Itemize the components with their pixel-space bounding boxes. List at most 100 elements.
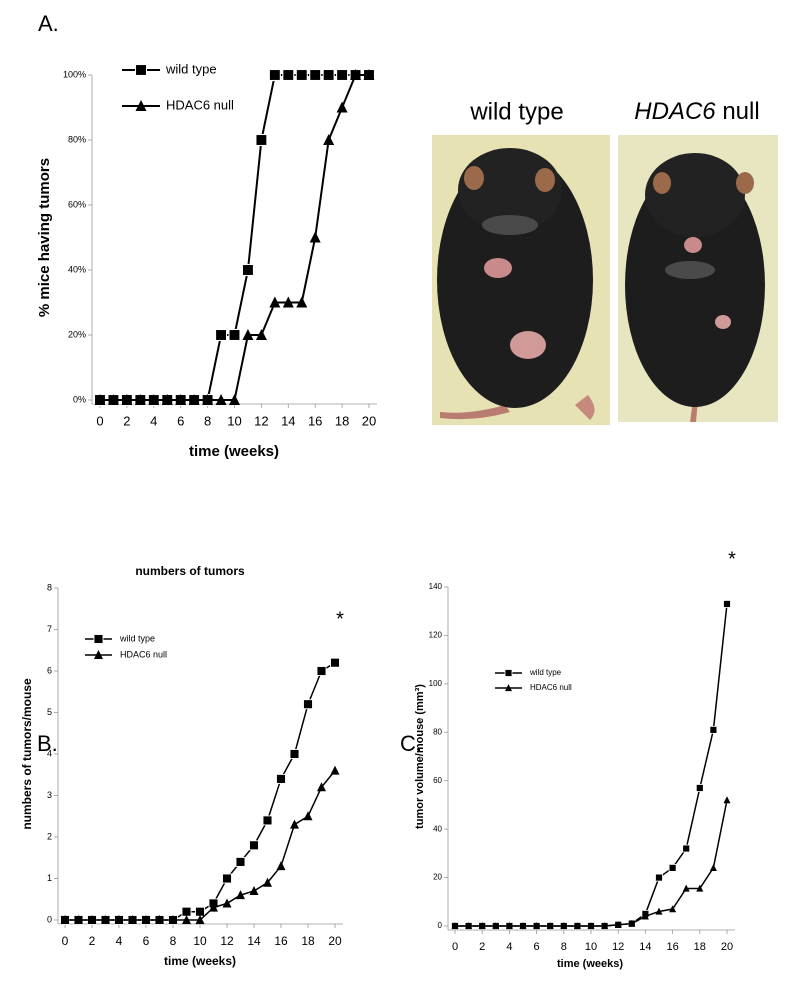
series-line (455, 799, 728, 927)
marker-triangle (614, 920, 622, 928)
marker-triangle (222, 898, 232, 908)
x-tick-label: 10 (193, 934, 207, 948)
y-tick-label: 3 (47, 790, 52, 800)
marker-square (316, 666, 327, 676)
panel-label: C. (400, 731, 422, 756)
y-tick-label: 120 (429, 631, 443, 640)
x-tick-label: 20 (362, 413, 376, 428)
marker-triangle (478, 922, 486, 930)
marker-triangle (296, 296, 308, 308)
x-tick-label: 14 (639, 941, 651, 953)
x-tick-label: 12 (254, 413, 268, 428)
marker-triangle (546, 922, 554, 930)
marker-triangle (242, 328, 254, 340)
marker-triangle (255, 328, 267, 340)
photo-caption: wild type (469, 98, 563, 125)
marker-triangle (182, 915, 191, 925)
marker-triangle (94, 393, 106, 405)
marker-square (276, 773, 286, 784)
marker-triangle (168, 915, 178, 925)
marker-triangle (682, 884, 690, 892)
marker-square (181, 906, 192, 917)
x-tick-label: 14 (247, 934, 261, 948)
legend-marker (134, 63, 148, 77)
y-tick-label: 40% (68, 264, 86, 274)
marker-triangle (628, 919, 636, 927)
marker-triangle (587, 922, 595, 930)
marker-triangle (87, 915, 97, 925)
legend-label: HDAC6 null (530, 683, 572, 692)
x-tick-label: 18 (301, 934, 315, 948)
marker-triangle (74, 915, 83, 925)
marker-square (655, 873, 663, 882)
marker-triangle (465, 922, 473, 930)
y-axis-title: tumor volume/mouse (mm³) (414, 684, 426, 829)
legend-marker (93, 634, 104, 644)
marker-square (295, 68, 308, 82)
legend-label: HDAC6 null (120, 649, 167, 659)
marker-triangle (641, 912, 649, 920)
marker-triangle (155, 915, 164, 925)
marker-square (255, 133, 268, 147)
marker-triangle (492, 922, 500, 930)
x-tick-label: 16 (274, 934, 288, 948)
y-tick-label: 6 (47, 665, 52, 675)
marker-triangle (60, 915, 70, 925)
marker-triangle (202, 393, 214, 405)
x-tick-label: 14 (281, 413, 295, 428)
marker-triangle (215, 393, 227, 405)
x-tick-label: 8 (170, 934, 177, 948)
x-tick-label: 0 (96, 413, 103, 428)
y-tick-label: 8 (47, 582, 52, 592)
marker-triangle (141, 915, 151, 925)
y-tick-label: 4 (47, 748, 52, 758)
x-tick-label: 0 (62, 934, 69, 948)
series-line (65, 662, 336, 921)
marker-square (215, 328, 228, 342)
x-tick-label: 10 (585, 941, 597, 953)
marker-square (289, 749, 300, 759)
y-axis-title: % mice having tumors (36, 158, 53, 317)
annotation: * (728, 548, 736, 570)
y-tick-label: 5 (47, 707, 52, 717)
marker-triangle (290, 819, 299, 829)
x-tick-label: 6 (534, 941, 540, 953)
marker-square (222, 873, 232, 884)
x-tick-label: 10 (227, 413, 241, 428)
y-tick-label: 100% (63, 69, 86, 79)
marker-triangle (101, 915, 110, 925)
marker-triangle (309, 231, 321, 243)
marker-triangle (276, 861, 286, 871)
marker-triangle (451, 922, 459, 930)
y-tick-label: 40 (433, 824, 442, 833)
y-tick-label: 0% (73, 394, 86, 404)
legend-marker (94, 650, 103, 660)
chart-title: numbers of tumors (135, 564, 245, 578)
marker-triangle (696, 884, 704, 892)
x-tick-label: 12 (220, 934, 234, 948)
marker-square (336, 68, 349, 82)
marker-triangle (669, 905, 677, 913)
chart-2: C. 0 20 40 60 80 100 120 140 0 2 4 6 8 10 12 14 16 18 20 tim… (400, 548, 736, 970)
marker-triangle (317, 782, 326, 792)
x-tick-label: 4 (506, 941, 512, 953)
legend-label: wild type (119, 633, 155, 643)
x-tick-label: 8 (204, 413, 211, 428)
y-tick-label: 0 (47, 914, 52, 924)
panel-label: A. (38, 11, 59, 36)
x-tick-label: 4 (116, 934, 123, 948)
x-tick-label: 0 (452, 941, 458, 953)
x-tick-label: 2 (479, 941, 485, 953)
annotation: * (336, 608, 344, 630)
series-line (100, 74, 369, 401)
marker-triangle (601, 922, 609, 930)
y-tick-label: 2 (47, 831, 52, 841)
marker-square (668, 863, 677, 872)
marker-triangle (195, 915, 205, 925)
marker-triangle (336, 101, 348, 113)
marker-triangle (519, 922, 527, 930)
marker-triangle (236, 890, 245, 900)
x-tick-label: 2 (123, 413, 130, 428)
marker-triangle (114, 915, 124, 925)
